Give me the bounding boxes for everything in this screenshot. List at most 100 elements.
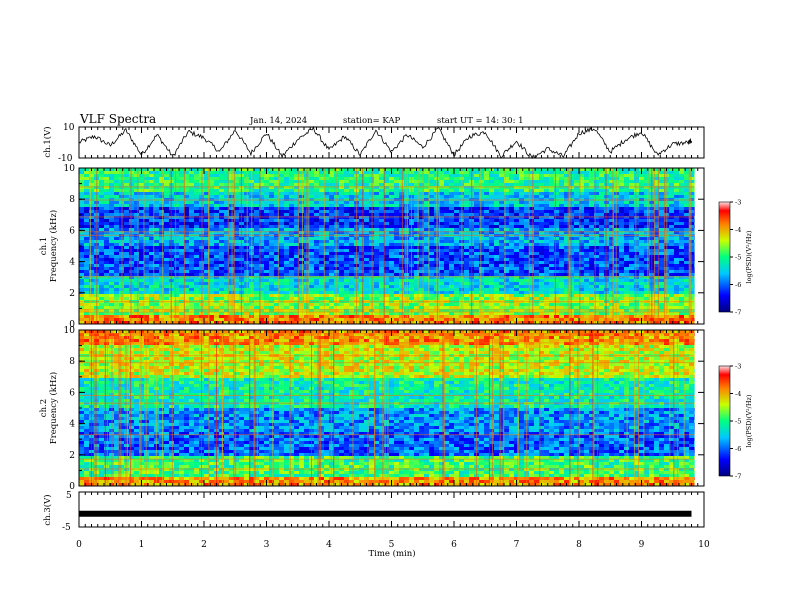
spectrogram-cell	[514, 186, 520, 190]
spectrogram-cell	[194, 240, 200, 244]
spectrogram-cell	[349, 216, 355, 220]
spectrogram-cell	[519, 249, 525, 253]
spectrogram-cell	[394, 171, 400, 175]
spectrogram-cell	[374, 282, 380, 286]
spectrogram-cell	[314, 249, 320, 253]
spectrogram-cell	[154, 228, 160, 232]
spectrogram-cell	[264, 237, 270, 241]
spectrogram-cell	[554, 228, 560, 232]
spectrogram-cell	[509, 183, 515, 187]
spectrogram-cell	[159, 264, 165, 268]
spectrogram-cell	[659, 174, 665, 178]
spectrogram-cell	[124, 228, 130, 232]
spectrogram-cell	[439, 255, 445, 259]
spectrogram-cell	[149, 282, 155, 286]
spectrogram-cell	[629, 276, 635, 280]
spectrogram-cell	[89, 258, 95, 262]
spectrogram-cell	[564, 213, 570, 217]
spectrogram-cell	[294, 204, 300, 208]
spectrogram-cell	[269, 246, 275, 250]
spectrogram-cell	[504, 195, 510, 199]
spectrogram-cell	[254, 180, 260, 184]
spectrogram-cell	[449, 168, 455, 172]
spectrogram-cell	[574, 279, 580, 283]
spectrogram-cell	[184, 222, 190, 226]
spectrogram-cell	[519, 195, 525, 199]
spectrogram-cell	[554, 201, 560, 205]
spectrogram-cell	[589, 258, 595, 262]
spectrogram-cell	[624, 174, 630, 178]
spectrogram-cell	[324, 285, 330, 289]
spectrogram-cell	[334, 180, 340, 184]
spectrogram-cell	[329, 285, 335, 289]
spectrogram-cell	[364, 231, 370, 235]
spectrogram-cell	[164, 213, 170, 217]
spectrogram-cell	[349, 279, 355, 283]
spectrogram-cell	[394, 270, 400, 274]
spectrogram-cell	[99, 282, 105, 286]
spectrogram-cell	[359, 285, 365, 289]
spectrogram-cell	[599, 168, 605, 172]
spectrogram-cell	[364, 195, 370, 199]
spectrogram-cell	[209, 219, 215, 223]
spectrogram-cell	[324, 174, 330, 178]
spectrogram-cell	[259, 204, 265, 208]
spectrogram-cell	[619, 252, 625, 256]
spectrogram-cell	[429, 237, 435, 241]
spectrogram-cell	[89, 171, 95, 175]
spectrogram-cell	[414, 192, 420, 196]
spectrogram-cell	[609, 264, 615, 268]
spectrogram-cell	[309, 219, 315, 223]
spectrogram-cell	[144, 282, 150, 286]
spectrogram-cell	[509, 207, 515, 211]
spectrogram-cell	[519, 273, 525, 277]
spectrogram-cell	[549, 195, 555, 199]
spectrogram-cell	[589, 270, 595, 274]
spectrogram-cell	[389, 177, 395, 181]
spectrogram-cell	[564, 216, 570, 220]
spectrogram-cell	[349, 261, 355, 265]
spectrogram-cell	[359, 180, 365, 184]
spectrogram-cell	[509, 219, 515, 223]
spectrogram-cell	[359, 270, 365, 274]
spectrogram-cell	[299, 180, 305, 184]
spectrogram-cell	[559, 180, 565, 184]
spectrogram-cell	[189, 207, 195, 211]
spectrogram-cell	[259, 237, 265, 241]
spectrogram-cell	[639, 267, 645, 271]
spectrogram-cell	[339, 183, 345, 187]
spectrogram-cell	[154, 255, 160, 259]
spectrogram-cell	[529, 231, 535, 235]
spectrogram-cell	[279, 285, 285, 289]
spectrogram-cell	[439, 171, 445, 175]
spectrogram-cell	[444, 195, 450, 199]
spectrogram-cell	[564, 180, 570, 184]
spectrogram-cell	[619, 243, 625, 247]
spectrogram-cell	[499, 216, 505, 220]
spectrogram-cell	[519, 276, 525, 280]
spectrogram-cell	[154, 243, 160, 247]
spectrogram-cell	[659, 243, 665, 247]
spectrogram-cell	[344, 195, 350, 199]
spectrogram-cell	[134, 186, 140, 190]
spectrogram-cell	[139, 204, 145, 208]
spectrogram-cell	[639, 243, 645, 247]
spectrogram-cell	[679, 222, 685, 226]
spectrogram-cell	[174, 210, 180, 214]
spectrogram-cell	[99, 285, 105, 289]
spectrogram-cell	[399, 213, 405, 217]
spectrogram-cell	[674, 204, 680, 208]
spectrogram-cell	[344, 285, 350, 289]
spectrogram-cell	[154, 177, 160, 181]
spectrogram-cell	[179, 192, 185, 196]
spectrogram-cell	[479, 171, 485, 175]
spectrogram-cell	[684, 255, 690, 259]
spectrogram-cell	[134, 201, 140, 205]
spectrogram-cell	[104, 228, 110, 232]
spectrogram-cell	[144, 231, 150, 235]
spectrogram-cell	[219, 228, 225, 232]
spectrogram-cell	[349, 195, 355, 199]
spectrogram-cell	[104, 189, 110, 193]
spectrogram-cell	[659, 246, 665, 250]
